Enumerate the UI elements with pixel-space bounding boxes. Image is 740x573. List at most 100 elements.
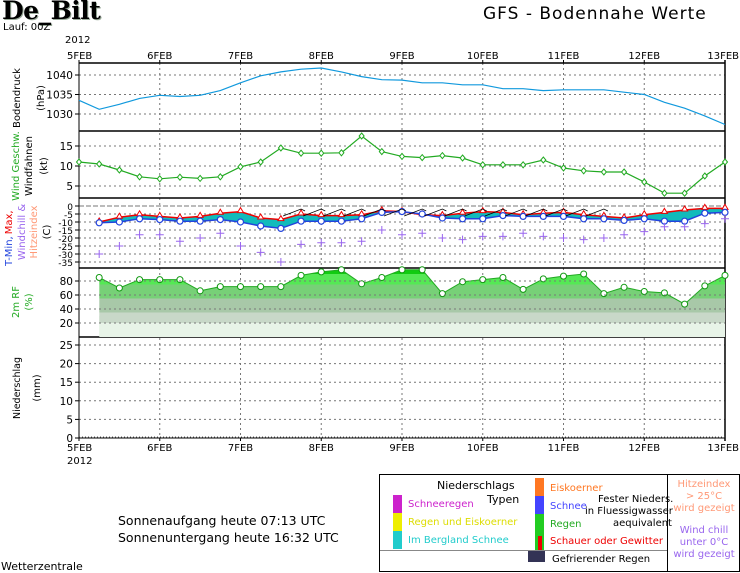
tmax-point (579, 209, 588, 217)
tmin-point (196, 217, 204, 225)
tmin-point (580, 215, 588, 223)
windchill-point (256, 248, 265, 257)
tmin-point (277, 224, 285, 232)
tmax-point (337, 210, 346, 218)
wind-speed-point (257, 158, 264, 166)
wind-speed-point (156, 175, 163, 183)
tmin-point (600, 215, 608, 223)
x-tick-label-top: 9FEB (389, 51, 414, 62)
x-tick-label-bottom: 9FEB (389, 443, 414, 454)
x-tick-label-bottom: 7FEB (228, 443, 253, 454)
windchill-point (95, 250, 104, 258)
wind-speed-point (237, 163, 244, 171)
tmax-point (458, 208, 467, 215)
wind-speed-point (580, 167, 587, 175)
wind-speed-point (378, 147, 385, 156)
wind-axis-title: Wind Geschw. (11, 131, 22, 201)
legend-eiskoerner: Eiskoerner (550, 483, 603, 494)
rh-point (701, 282, 709, 290)
meteogram: 5FEB 5FEB 6FEB 6FEB 7FEB 7FEB 8FEB 8FEB 9FEB 9FEB… (4, 51, 739, 467)
wind-barb (545, 208, 568, 217)
windchill-point (660, 222, 669, 231)
year-label-bottom: 2012 (67, 456, 92, 467)
rh-point (115, 284, 123, 292)
y-tick-label: 1040 (46, 70, 73, 82)
rh-point (95, 274, 103, 281)
tmin-point (438, 214, 446, 222)
station-name: De_Bilt (2, 0, 101, 25)
pressure-axis-title: Bodendruck (12, 68, 23, 128)
rh-point (418, 266, 426, 274)
rh-point (660, 289, 668, 297)
wind-barb (424, 208, 447, 217)
rh-point (277, 283, 285, 291)
x-tick-label-top: 13FEB (707, 51, 739, 62)
precip-unit: (mm) (32, 374, 43, 401)
legend-divider (380, 550, 667, 551)
windchill-point (357, 237, 366, 246)
legend-regen: Regen (550, 519, 582, 530)
rh-point (297, 271, 305, 279)
x-tick-label-bottom: 6FEB (147, 443, 172, 454)
temp-axis-title-part: Max, (4, 210, 15, 234)
x-tick-label-top: 11FEB (548, 51, 580, 62)
rh-unit: (%) (24, 293, 35, 310)
wind-speed-point (75, 158, 83, 166)
rh-point (237, 283, 244, 291)
legend-solid-note-1: Fester Nieders. (598, 494, 674, 505)
windchill-point (317, 238, 326, 247)
wind-speed-point (620, 168, 628, 176)
windchill-point (135, 230, 144, 239)
windchill-point (297, 240, 306, 249)
rh-point (337, 266, 345, 274)
windchill-point (398, 230, 406, 239)
tmax-point (216, 208, 225, 215)
wind-speed-point (217, 173, 224, 181)
y-tick-label: 10 (60, 396, 73, 408)
rh-point (560, 272, 567, 280)
tmin-point (156, 216, 164, 224)
rh-band (99, 274, 725, 285)
windchill-point (519, 229, 528, 238)
windchill-point (155, 230, 164, 239)
x-tick-label-bottom: 5FEB (67, 443, 92, 454)
tmin-point (95, 219, 103, 227)
rh-band (99, 312, 725, 323)
y-tick-label: 25 (60, 340, 73, 352)
legend-title-1: Niederschlags (437, 479, 515, 492)
rh-point (257, 283, 265, 291)
y-tick-label: -35 (58, 259, 73, 269)
x-tick-label-top: 8FEB (309, 51, 334, 62)
y-tick-label: 1035 (46, 90, 73, 102)
y-tick-label: -20 (58, 235, 73, 245)
y-tick-label: 0 (66, 433, 73, 445)
year-label-top: 2012 (65, 35, 91, 46)
windchill-point (438, 234, 447, 242)
rh-point (681, 300, 689, 308)
rh-point (600, 290, 608, 298)
windchill-point (640, 227, 649, 236)
chart-title: GFS - Bodennahe Werte (483, 4, 707, 24)
wind-barb (303, 208, 326, 217)
windchill-point (236, 242, 245, 250)
windchill-point (196, 234, 205, 242)
tmin-point (721, 208, 729, 216)
temp-axis-title-part: T-Min, (4, 236, 15, 267)
swatch-schneeregen (393, 495, 402, 513)
wind-barb (484, 208, 508, 217)
wind-speed-point (398, 152, 406, 161)
tmax-point (297, 209, 305, 216)
windchill-point (498, 232, 507, 241)
x-tick-label-bottom: 10FEB (467, 443, 499, 454)
y-tick-label: 20 (60, 318, 73, 330)
model-run: Lauf: 00Z (3, 22, 51, 33)
rh-point (176, 276, 184, 284)
swatch-regen-eiskoerner (393, 513, 402, 531)
tmax-point (256, 213, 265, 220)
swatch-eiskoerner (535, 478, 544, 496)
rh-point (216, 283, 224, 291)
wind-barb (444, 208, 467, 217)
legend-regen-eiskoerner: Regen und Eiskoerner (408, 517, 518, 528)
legend-schauer: Schauer oder Gewitter (550, 536, 663, 547)
x-tick-label-bottom: 11FEB (548, 443, 580, 454)
